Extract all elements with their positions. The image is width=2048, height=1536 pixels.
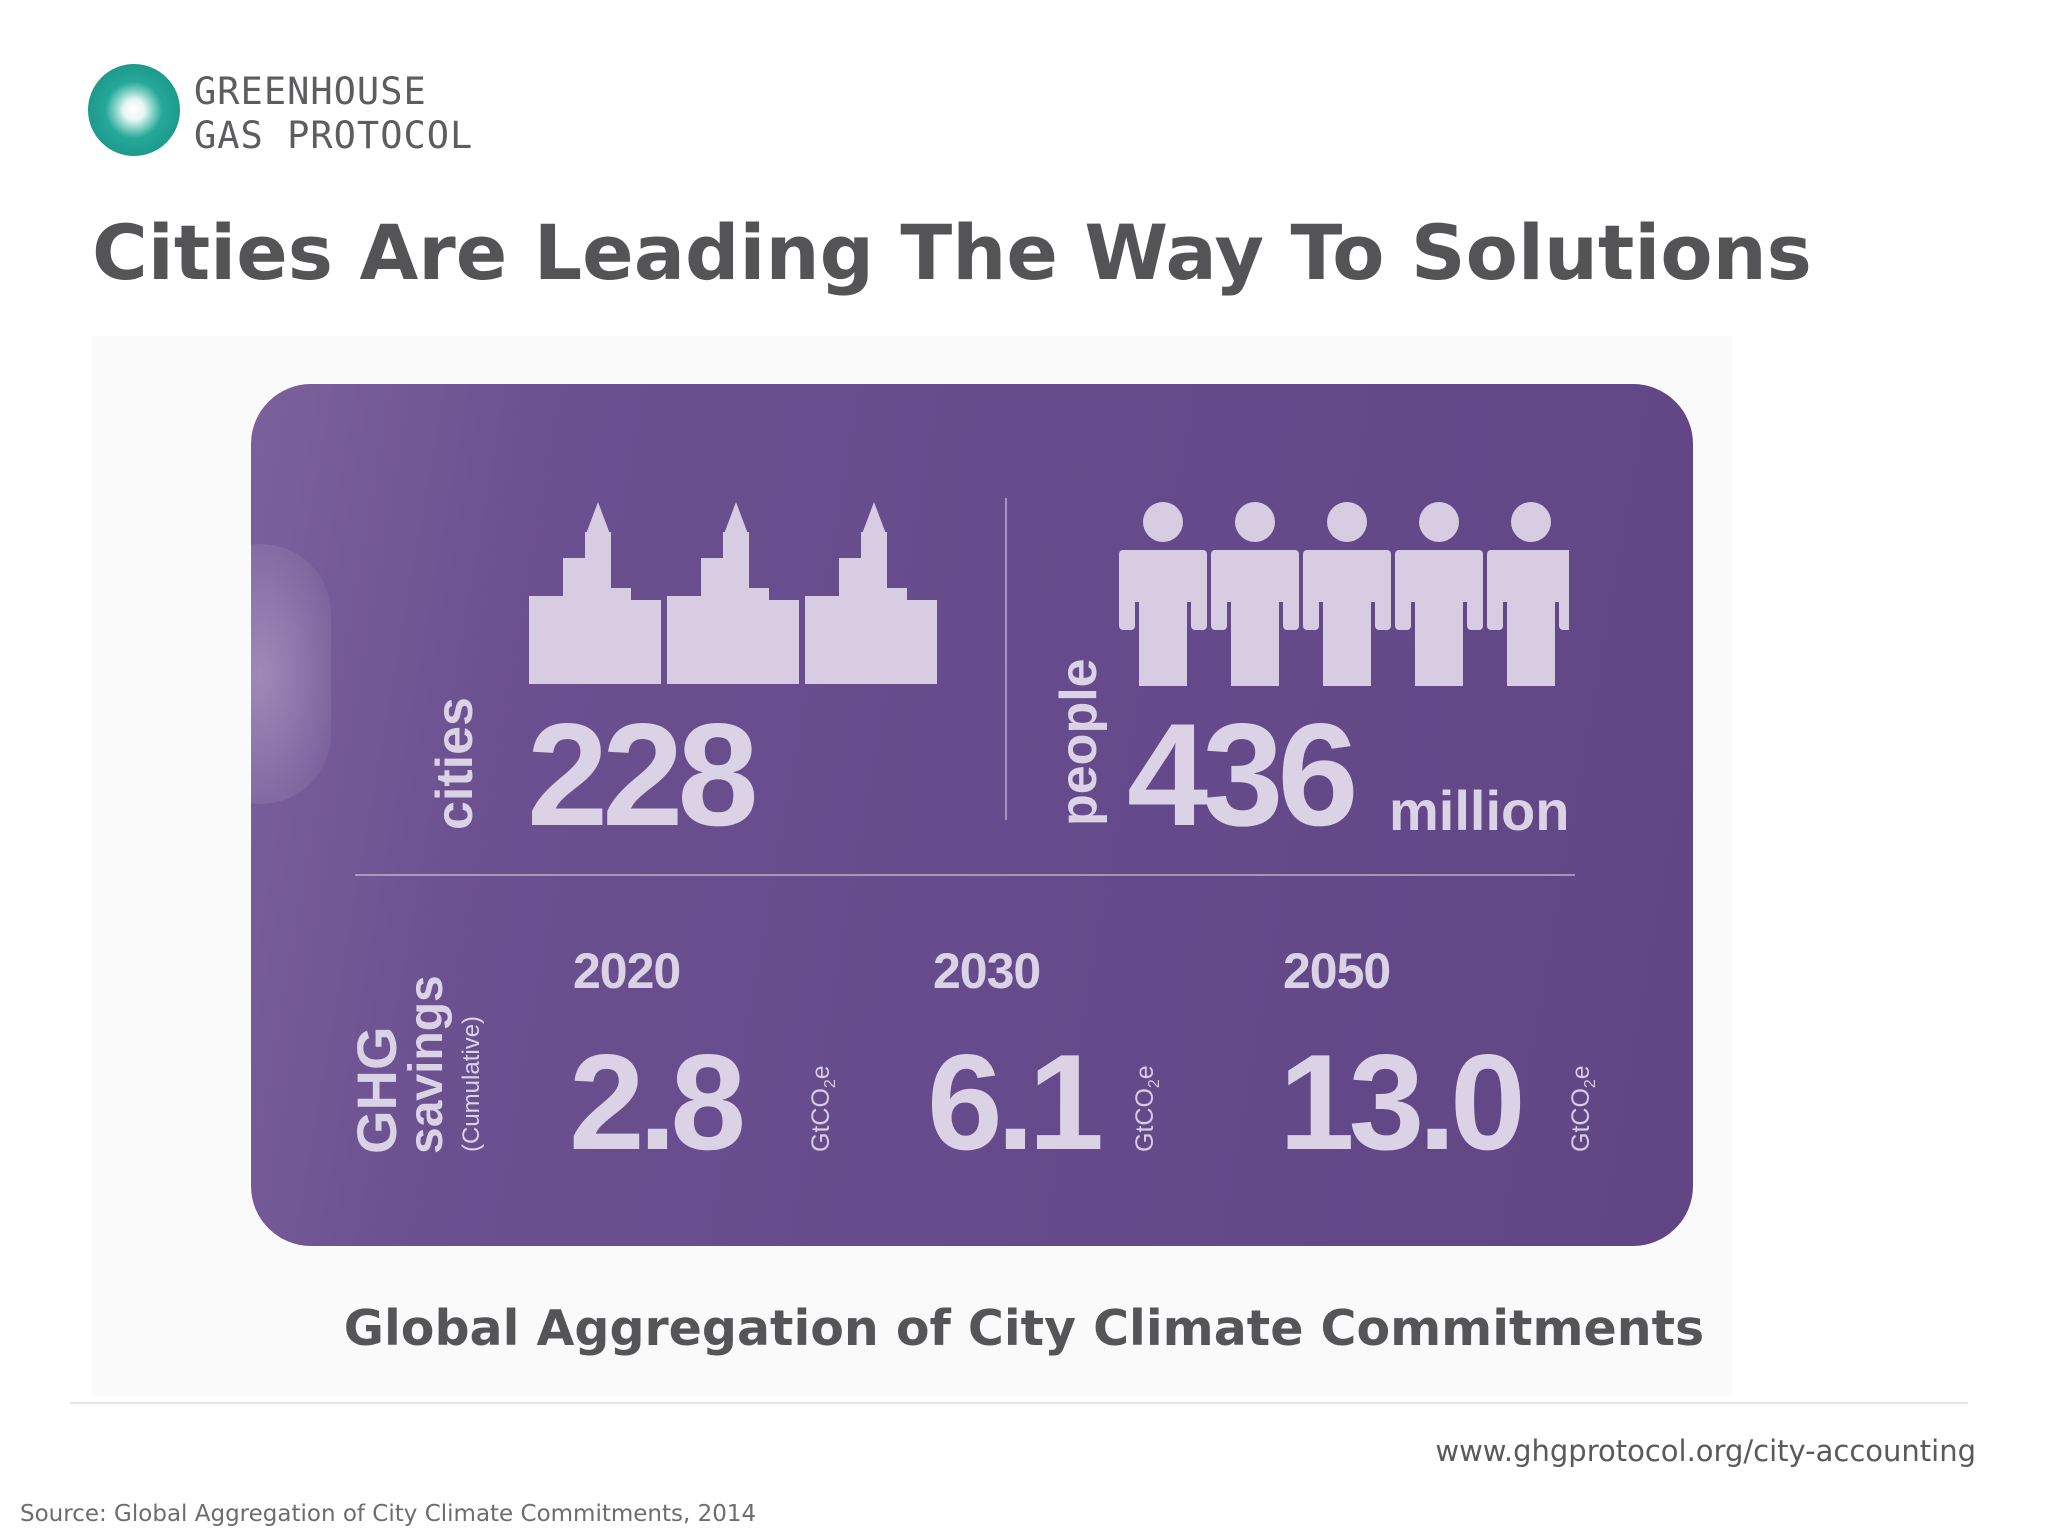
savings-unit-2020: GtCO2e xyxy=(807,1065,840,1152)
city-skyline-icon xyxy=(529,502,937,684)
unit-text: GtCO xyxy=(1131,1088,1159,1152)
savings-year-2050: 2050 xyxy=(1283,943,1391,999)
infographic-caption: Global Aggregation of City Climate Commi… xyxy=(343,1300,1705,1357)
website-url[interactable]: www.ghgprotocol.org/city-accounting xyxy=(1435,1434,1976,1468)
cities-value: 228 xyxy=(527,693,759,856)
cities-label: cities xyxy=(426,697,484,830)
people-label: people xyxy=(1050,658,1108,826)
vertical-divider xyxy=(1005,498,1007,820)
unit-suffix: e xyxy=(1567,1065,1595,1080)
savings-value-2020: 2.8 xyxy=(569,1026,746,1178)
unit-suffix: e xyxy=(807,1065,835,1080)
greenhouse-gas-protocol-logo-icon xyxy=(88,64,180,156)
cumulative-note: (Cumulative) xyxy=(458,1015,485,1152)
savings-label: savings xyxy=(400,975,453,1154)
savings-year-2030: 2030 xyxy=(933,943,1041,999)
people-value: 436 xyxy=(1127,693,1359,856)
unit-subscript: 2 xyxy=(822,1079,839,1089)
unit-subscript: 2 xyxy=(1146,1079,1163,1089)
unit-subscript: 2 xyxy=(1582,1079,1599,1089)
people-icon xyxy=(1119,502,1569,686)
footer-divider xyxy=(70,1402,1968,1404)
unit-text: GtCO xyxy=(807,1088,835,1152)
source-note: Source: Global Aggregation of City Clima… xyxy=(20,1501,757,1527)
unit-suffix: e xyxy=(1131,1065,1159,1080)
page-title: Cities Are Leading The Way To Solutions xyxy=(92,208,1812,297)
unit-text: GtCO xyxy=(1567,1088,1595,1152)
savings-year-2020: 2020 xyxy=(573,943,681,999)
savings-value-2030: 6.1 xyxy=(927,1026,1104,1178)
logo-wordmark: GREENHOUSE GAS PROTOCOL xyxy=(194,70,473,158)
infographic-card: cities 228 people 436 million GHG saving… xyxy=(251,384,1693,1246)
savings-unit-2050: GtCO2e xyxy=(1567,1065,1600,1152)
people-unit: million xyxy=(1389,779,1570,842)
ghg-label: GHG xyxy=(345,1026,408,1154)
horizontal-divider xyxy=(355,874,1575,876)
light-glow xyxy=(251,544,331,804)
logo-line-2: GAS PROTOCOL xyxy=(194,114,474,157)
savings-value-2050: 13.0 xyxy=(1279,1026,1526,1178)
savings-unit-2030: GtCO2e xyxy=(1131,1065,1164,1152)
logo-line-1: GREENHOUSE xyxy=(194,70,427,113)
